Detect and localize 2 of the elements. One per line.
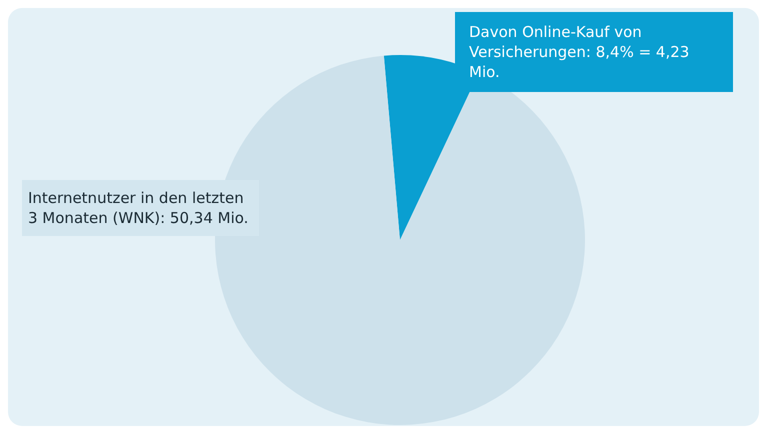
slice-label: Internetnutzer in den letzten 3 Monaten (WNK): 50,34 Mio. <box>28 189 248 227</box>
slice-label: Davon Online-Kauf von Versicherungen: 8,4% = 4,23 Mio. <box>469 23 694 81</box>
